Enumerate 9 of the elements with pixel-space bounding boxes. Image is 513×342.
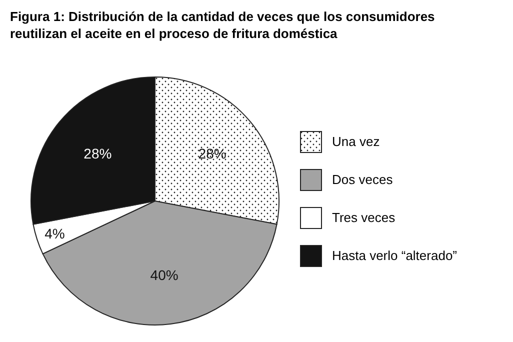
legend-label: Hasta verlo “alterado” (332, 248, 457, 263)
data-label: 4% (44, 226, 65, 242)
legend-label: Dos veces (332, 172, 393, 187)
data-label: 40% (150, 266, 178, 283)
legend-label: Una vez (332, 134, 380, 149)
data-label: 28% (84, 146, 112, 162)
chart-title: Figura 1: Distribución de la cantidad de veces que los consumidores reutilizan el aceite en el proceso de fritura doméstica (10, 8, 436, 42)
data-label: 28% (198, 146, 226, 162)
legend-label: Tres veces (332, 210, 396, 225)
